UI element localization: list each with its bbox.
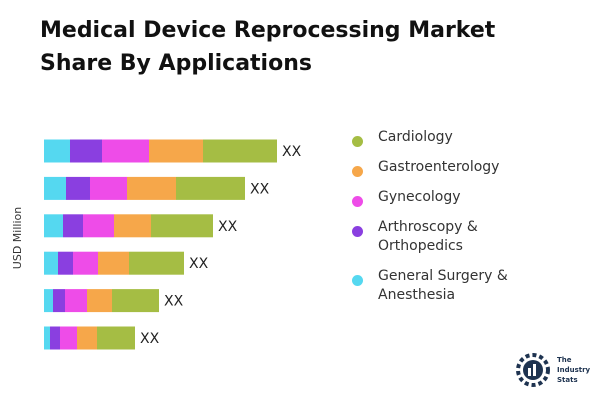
- bar-segment: [66, 176, 90, 200]
- bar-segment: [114, 214, 151, 238]
- bar-segment: [149, 139, 203, 163]
- bar-segment: [87, 289, 112, 313]
- bar-segment: [58, 251, 73, 275]
- logo-line: Stats: [557, 376, 578, 384]
- chart-title: Medical Device Reprocessing Market Share…: [40, 18, 496, 76]
- bar-segment: [90, 176, 127, 200]
- legend-label: Cardiology: [378, 129, 453, 145]
- bar-segment: [70, 139, 102, 163]
- bar-segment: [73, 251, 98, 275]
- bar-segment: [203, 139, 277, 163]
- bar-segment: [44, 289, 53, 313]
- bar-segment: [53, 289, 65, 313]
- logo: The Industry Stats: [515, 352, 590, 388]
- legend-swatch: [352, 136, 363, 147]
- total-label: XX: [282, 144, 302, 160]
- bar-segment: [97, 326, 135, 350]
- bar-segment: [44, 251, 58, 275]
- legend-swatch: [352, 226, 363, 237]
- legend-label: Gynecology: [378, 189, 461, 205]
- bar-segment: [98, 251, 129, 275]
- total-label: XX: [164, 294, 184, 310]
- logo-text: The Industry Stats: [557, 355, 590, 385]
- legend: Cardiology Gastroenterology Gynecology Arth…: [352, 128, 528, 316]
- bar-segment: [44, 214, 63, 238]
- y-axis-label: USD Million: [11, 207, 24, 269]
- bar-segment: [65, 289, 87, 313]
- total-label: XX: [189, 256, 209, 272]
- bar-segment: [112, 289, 159, 313]
- logo-line: The: [557, 356, 572, 364]
- legend-item: Gastroenterology: [352, 158, 528, 177]
- logo-line: Industry: [557, 366, 591, 374]
- legend-label: Gastroenterology: [378, 159, 500, 175]
- legend-item: Cardiology: [352, 128, 528, 147]
- legend-label: General Surgery & Anesthesia: [378, 268, 508, 303]
- legend-item: Arthroscopy & Orthopedics: [352, 218, 528, 256]
- bar-segment: [129, 251, 184, 275]
- bar-segment: [44, 326, 50, 350]
- bar-segment: [44, 139, 70, 163]
- logo-icon: [516, 353, 550, 387]
- legend-item: General Surgery & Anesthesia: [352, 267, 528, 305]
- legend-swatch: [352, 196, 363, 207]
- bar-segment: [151, 214, 213, 238]
- total-label: XX: [218, 219, 238, 235]
- legend-label: Arthroscopy & Orthopedics: [378, 219, 478, 254]
- bar-segment: [127, 176, 176, 200]
- total-label: XX: [140, 331, 160, 347]
- total-label: XX: [250, 181, 270, 197]
- bar-segment: [176, 176, 245, 200]
- legend-swatch: [352, 275, 363, 286]
- legend-swatch: [352, 166, 363, 177]
- bar-segment: [102, 139, 149, 163]
- bar-segment: [63, 214, 83, 238]
- bar-segment: [60, 326, 77, 350]
- bar-segment: [44, 176, 66, 200]
- legend-item: Gynecology: [352, 188, 528, 207]
- bar-segment: [83, 214, 114, 238]
- bar-segment: [77, 326, 97, 350]
- bar-segment: [50, 326, 60, 350]
